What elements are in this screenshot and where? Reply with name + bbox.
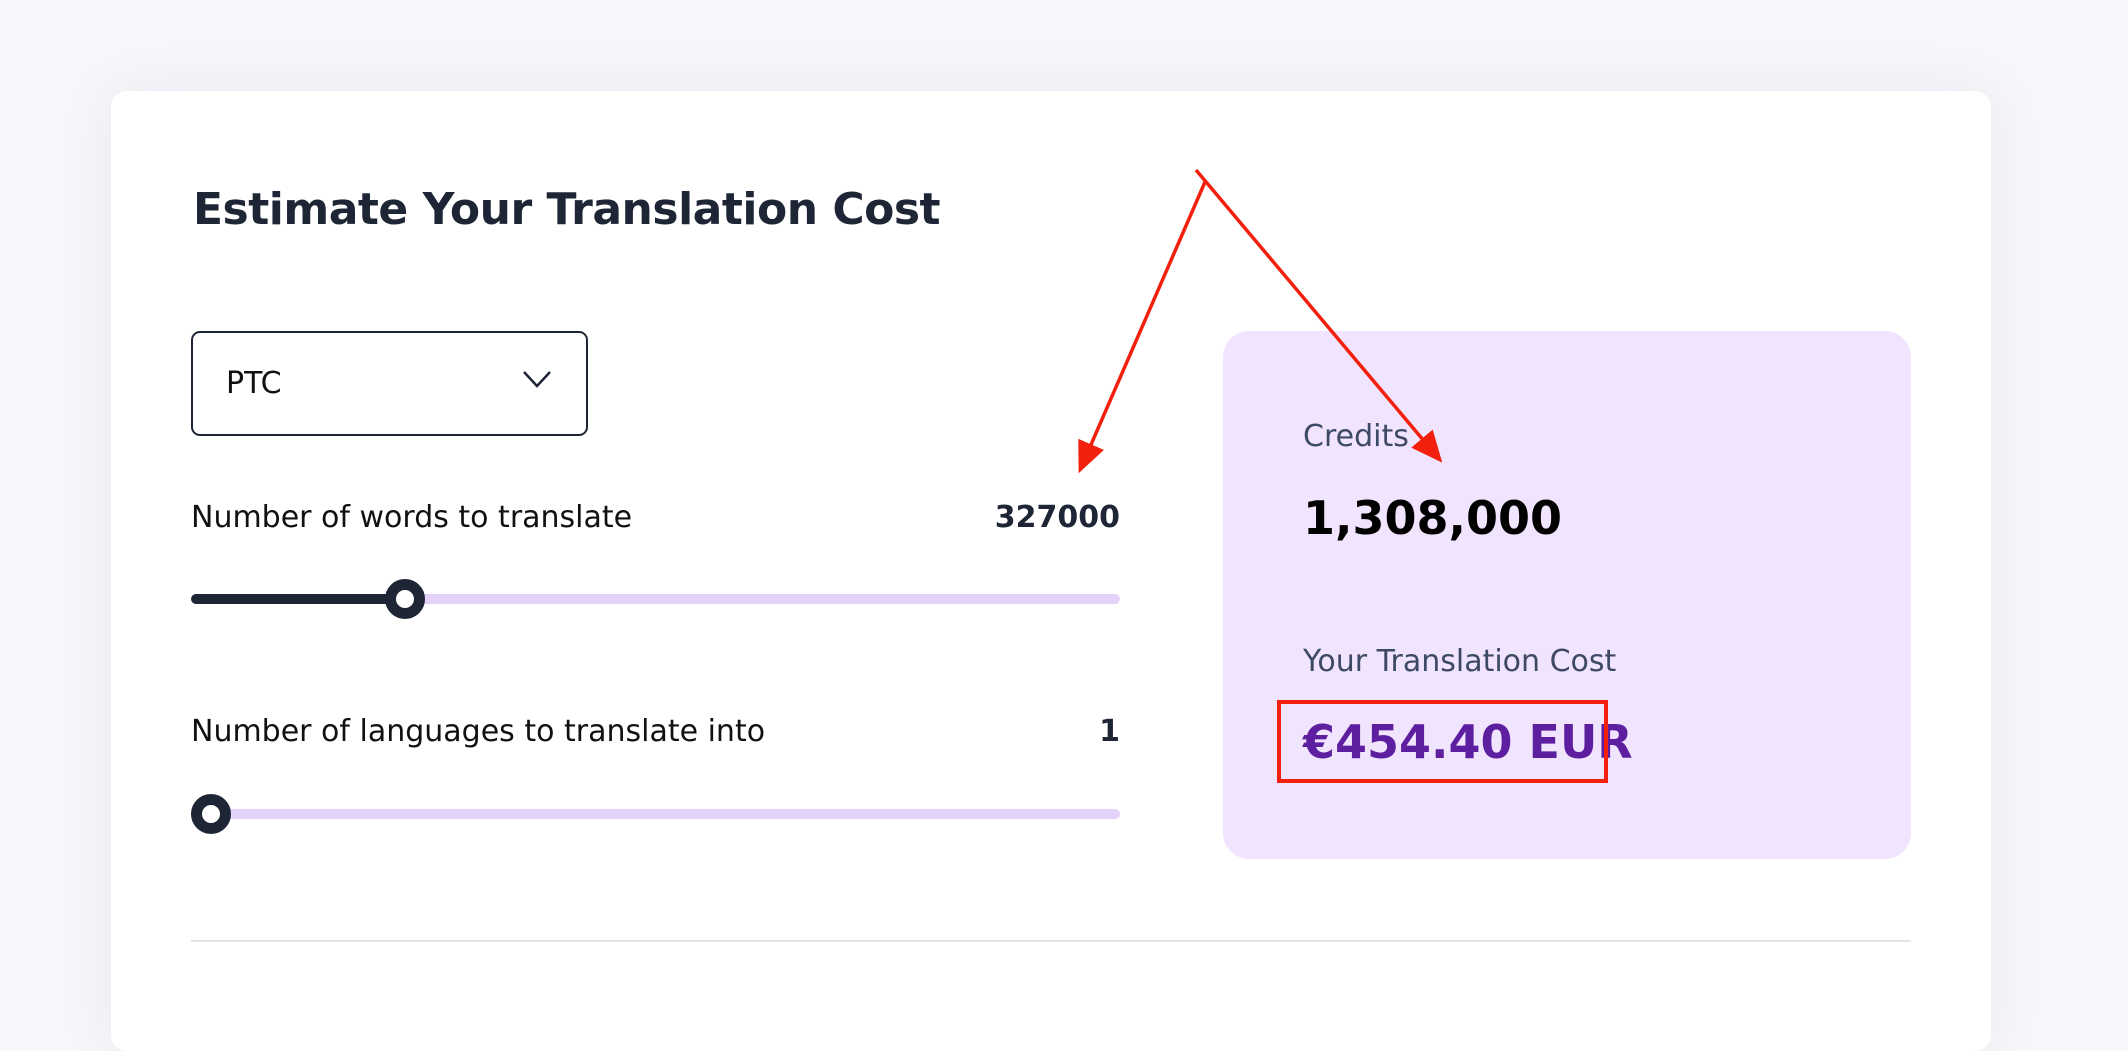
annotation-arrows	[1078, 168, 1443, 474]
annotation-highlight-box	[1277, 700, 1608, 783]
languages-slider-thumb[interactable]	[191, 794, 231, 834]
words-slider-thumb[interactable]	[384, 579, 425, 619]
product-dropdown[interactable]: PTC	[191, 331, 588, 436]
cost-value: €454.40 EUR	[1303, 715, 1633, 769]
page-title: Estimate Your Translation Cost	[193, 184, 941, 235]
languages-value: 1	[1099, 714, 1120, 749]
words-label: Number of words to translate	[191, 500, 633, 535]
languages-slider[interactable]	[191, 794, 1120, 834]
credits-value: 1,308,000	[1303, 491, 1562, 545]
cost-label: Your Translation Cost	[1303, 644, 1617, 679]
languages-label: Number of languages to translate into	[191, 714, 766, 749]
words-slider[interactable]	[191, 579, 1120, 619]
words-slider-fill	[191, 594, 405, 604]
dropdown-selected-value: PTC	[226, 366, 282, 401]
words-value: 327000	[994, 500, 1120, 535]
divider	[191, 940, 1911, 942]
credits-label: Credits	[1303, 419, 1409, 454]
arrow-to-words-value	[1078, 181, 1207, 474]
arrow-to-credits	[1194, 168, 1443, 463]
summary-panel: Credits 1,308,000 Your Translation Cost …	[1223, 331, 1911, 859]
chevron-down-icon	[523, 371, 551, 388]
